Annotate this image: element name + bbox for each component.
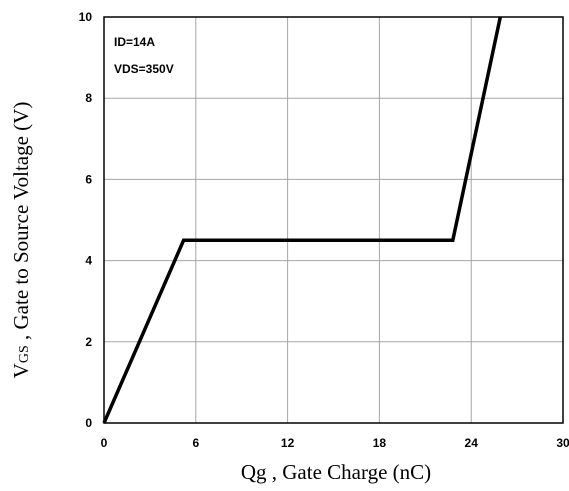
x-tick-label: 12 (281, 436, 295, 450)
x-axis-label: Qg , Gate Charge (nC) (241, 460, 431, 484)
y-axis-label-main: V (9, 363, 33, 378)
y-tick-label: 0 (85, 416, 92, 430)
y-tick-label: 2 (85, 335, 92, 349)
y-axis-label: VGS , Gate to Source Voltage (V) (9, 102, 33, 379)
y-tick-labels: 0 2 4 6 8 10 (79, 10, 93, 430)
y-axis-label-subscript: GS (17, 345, 32, 363)
plot-frame (103, 16, 564, 424)
x-tick-label: 24 (465, 436, 479, 450)
y-tick-label: 6 (85, 172, 92, 186)
y-axis-label-rest: , Gate to Source Voltage (V) (9, 102, 33, 346)
y-tick-label: 10 (79, 10, 93, 24)
y-tick-label: 8 (85, 91, 92, 105)
annotation-vds: VDS=350V (114, 62, 174, 76)
series-group (102, 16, 503, 424)
x-tick-label: 30 (556, 436, 569, 450)
annotation-id: ID=14A (114, 35, 155, 49)
x-tick-label: 6 (192, 436, 199, 450)
y-tick-label: 4 (85, 254, 92, 268)
x-tick-label: 18 (373, 436, 387, 450)
x-tick-labels: 0 6 12 18 24 30 (101, 436, 569, 450)
x-tick-label: 0 (101, 436, 108, 450)
grid-lines (103, 16, 564, 424)
series-line (102, 16, 503, 424)
